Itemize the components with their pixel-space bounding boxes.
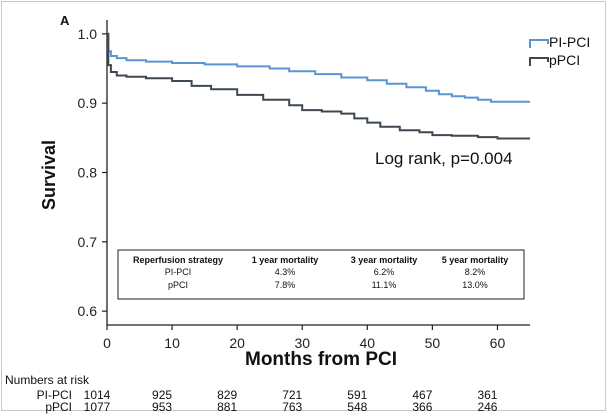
- y-tick-label: 0.7: [78, 234, 98, 250]
- x-tick-label: 60: [490, 335, 506, 351]
- risk-value: 763: [282, 400, 302, 414]
- inset-row-ppci-3y: 11.1%: [372, 280, 397, 290]
- risk-value: 925: [152, 388, 172, 402]
- risk-value: 881: [217, 400, 237, 414]
- risk-value: 829: [217, 388, 237, 402]
- risk-value: 246: [477, 400, 497, 414]
- x-tick-label: 30: [294, 335, 310, 351]
- legend-swatch-ppci: [529, 57, 549, 66]
- risk-table: Numbers at risk PI-PCI pPCI 1014 925 829 72…: [5, 373, 498, 414]
- x-tick-label: 40: [360, 335, 376, 351]
- inset-row-pi-pci-5y: 8.2%: [465, 267, 486, 277]
- risk-value: 591: [347, 388, 367, 402]
- y-tick-label: 0.8: [78, 165, 98, 181]
- inset-row-ppci-1y: 7.8%: [275, 280, 296, 290]
- survival-line-pi-pci: [107, 32, 530, 103]
- risk-row-label-ppci: pPCI: [45, 400, 72, 414]
- risk-table-title: Numbers at risk: [5, 373, 90, 387]
- y-tick-label: 1.0: [78, 26, 98, 42]
- risk-value: 361: [477, 388, 497, 402]
- risk-value: 548: [347, 400, 367, 414]
- x-axis-title: Months from PCI: [245, 349, 397, 370]
- risk-value: 366: [412, 400, 432, 414]
- inset-row-pi-pci-3y: 6.2%: [374, 267, 395, 277]
- legend: PI-PCI pPCI: [529, 34, 590, 68]
- risk-row-label-pi-pci: PI-PCI: [37, 388, 72, 402]
- inset-mortality-table: Reperfusion strategy 1 year mortality 3 …: [117, 249, 525, 300]
- survival-line-ppci: [107, 32, 530, 140]
- panel-label: A: [60, 13, 70, 28]
- inset-header-5y: 5 year mortality: [442, 255, 509, 265]
- inset-header-1y: 1 year mortality: [252, 255, 319, 265]
- risk-value: 1014: [84, 388, 111, 402]
- legend-label-ppci: pPCI: [549, 52, 580, 68]
- inset-header-3y: 3 year mortality: [351, 255, 418, 265]
- y-tick-label: 0.6: [78, 303, 98, 319]
- x-tick-label: 50: [425, 335, 441, 351]
- legend-swatch-pi-pci: [529, 39, 549, 48]
- x-tick-label: 20: [229, 335, 245, 351]
- x-tick-label: 0: [103, 335, 111, 351]
- inset-header-strategy: Reperfusion strategy: [133, 255, 223, 265]
- inset-row-pi-pci-label: PI-PCI: [165, 267, 192, 277]
- y-axis-title: Survival: [39, 140, 59, 210]
- log-rank-annotation: Log rank, p=0.004: [375, 149, 513, 168]
- inset-row-ppci-5y: 13.0%: [462, 280, 488, 290]
- risk-value: 721: [282, 388, 302, 402]
- y-tick-label: 0.9: [78, 95, 98, 111]
- x-tick-label: 10: [164, 335, 180, 351]
- risk-value: 467: [412, 388, 432, 402]
- risk-value: 1077: [84, 400, 111, 414]
- inset-row-ppci-label: pPCI: [168, 280, 188, 290]
- inset-table-border: [117, 249, 525, 300]
- inset-row-pi-pci-1y: 4.3%: [275, 267, 296, 277]
- risk-value: 953: [152, 400, 172, 414]
- legend-label-pi-pci: PI-PCI: [549, 34, 590, 50]
